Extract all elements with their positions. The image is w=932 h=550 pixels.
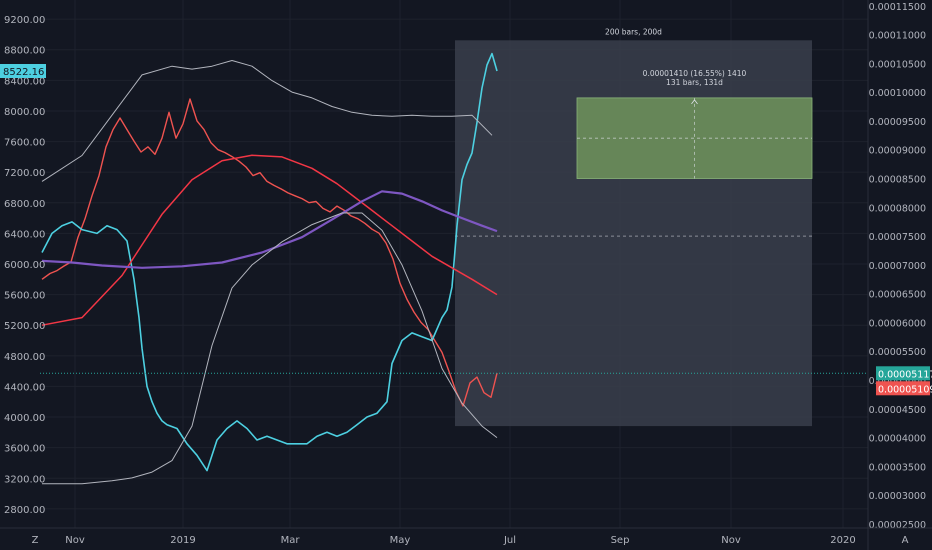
right-tick-label: 0.00003500 bbox=[869, 462, 926, 473]
right-tick-label: 0.00006500 bbox=[869, 290, 926, 301]
right-tick-label: 0.00004000 bbox=[869, 434, 926, 445]
right-tick-label: 0.00011500 bbox=[869, 2, 926, 13]
time-axis-label: Nov bbox=[65, 535, 85, 546]
left-current-price-label: 8522.16 bbox=[3, 67, 44, 78]
left-tick-label: 3600.00 bbox=[4, 444, 45, 455]
time-axis-label: Mar bbox=[281, 535, 301, 546]
time-axis-label: 2019 bbox=[170, 535, 195, 546]
red-moving-average bbox=[41, 154, 498, 326]
right-tick-label: 0.00008500 bbox=[869, 174, 926, 185]
left-tick-label: 5200.00 bbox=[4, 321, 45, 332]
cyan-line bbox=[41, 52, 498, 472]
left-price-axis[interactable]: 9200.00 8800.00 8400.00 8000.00 7600.00 7200.… bbox=[0, 15, 46, 516]
left-tick-label: 4000.00 bbox=[4, 413, 45, 424]
current-price-label-2: 0.00005109 bbox=[878, 384, 932, 395]
right-tick-label: 0.00007500 bbox=[869, 232, 926, 243]
right-tick-label: 0.00007000 bbox=[869, 261, 926, 272]
upper-band bbox=[41, 60, 493, 182]
right-tick-label: 0.00006000 bbox=[869, 318, 926, 329]
right-tick-label: 0.00002500 bbox=[869, 520, 926, 531]
current-price-badge bbox=[876, 366, 930, 381]
right-price-axis[interactable]: 0.00011500 0.00011000 0.00010500 0.00010000… bbox=[867, 0, 932, 550]
right-tick-label: 0.00009500 bbox=[869, 117, 926, 128]
right-tick-label: 0.00011000 bbox=[869, 31, 926, 42]
left-tick-label: 8800.00 bbox=[4, 46, 45, 57]
left-tick-label: 7200.00 bbox=[4, 168, 45, 179]
current-price-badge-2 bbox=[876, 381, 930, 396]
left-tick-label: 6000.00 bbox=[4, 260, 45, 271]
left-tick-label: 5600.00 bbox=[4, 291, 45, 302]
right-tick-label: 0.00010500 bbox=[869, 59, 926, 70]
time-axis-label: Jul bbox=[503, 535, 516, 546]
time-axis-label: Sep bbox=[611, 535, 630, 546]
time-axis[interactable]: Z Nov 2019 Mar May Jul Sep Nov 2020 A bbox=[0, 527, 932, 546]
time-axis-label: Nov bbox=[721, 535, 741, 546]
left-tick-label: 9200.00 bbox=[4, 15, 45, 26]
left-tick-label: 8000.00 bbox=[4, 107, 45, 118]
time-axis-label: 2020 bbox=[830, 535, 855, 546]
time-axis-label: May bbox=[390, 535, 411, 546]
right-tick-label: 0.00004500 bbox=[869, 405, 926, 416]
series-layer bbox=[41, 52, 498, 485]
left-current-price-badge bbox=[0, 63, 46, 78]
current-price-label: 0.00005117 bbox=[878, 369, 932, 380]
candles-line bbox=[41, 98, 498, 407]
right-tick-label: 0.00005500 bbox=[869, 347, 926, 358]
left-tick-label: 2800.00 bbox=[4, 505, 45, 516]
left-tick-label: 6800.00 bbox=[4, 199, 45, 210]
right-tick-label: 0.00008000 bbox=[869, 203, 926, 214]
lower-band bbox=[42, 212, 498, 485]
arrow-up-icon bbox=[691, 99, 698, 105]
purple-moving-average bbox=[41, 190, 498, 269]
right-tick-label: 0.00009000 bbox=[869, 146, 926, 157]
projection-target-label: 0.00001410 (16.55%) 1410 bbox=[643, 69, 747, 78]
left-tick-label: 8400.00 bbox=[4, 76, 45, 87]
left-tick-label: 3200.00 bbox=[4, 474, 45, 485]
left-tick-label: 4800.00 bbox=[4, 352, 45, 363]
left-tick-label: 7600.00 bbox=[4, 138, 45, 149]
projection-target-sublabel: 131 bars, 131d bbox=[666, 78, 723, 87]
right-tick-label: 0.00003000 bbox=[869, 491, 926, 502]
time-axis-label: A bbox=[902, 535, 909, 546]
time-axis-label: Z bbox=[32, 535, 39, 546]
projection-range-label: 200 bars, 200d bbox=[605, 27, 662, 36]
left-tick-label: 6400.00 bbox=[4, 229, 45, 240]
left-tick-label: 4400.00 bbox=[4, 382, 45, 393]
projection-tool[interactable]: 200 bars, 200d 0.00001410 (16.55%) 141013… bbox=[455, 27, 813, 427]
right-tick-label: 0.00010000 bbox=[869, 88, 926, 99]
